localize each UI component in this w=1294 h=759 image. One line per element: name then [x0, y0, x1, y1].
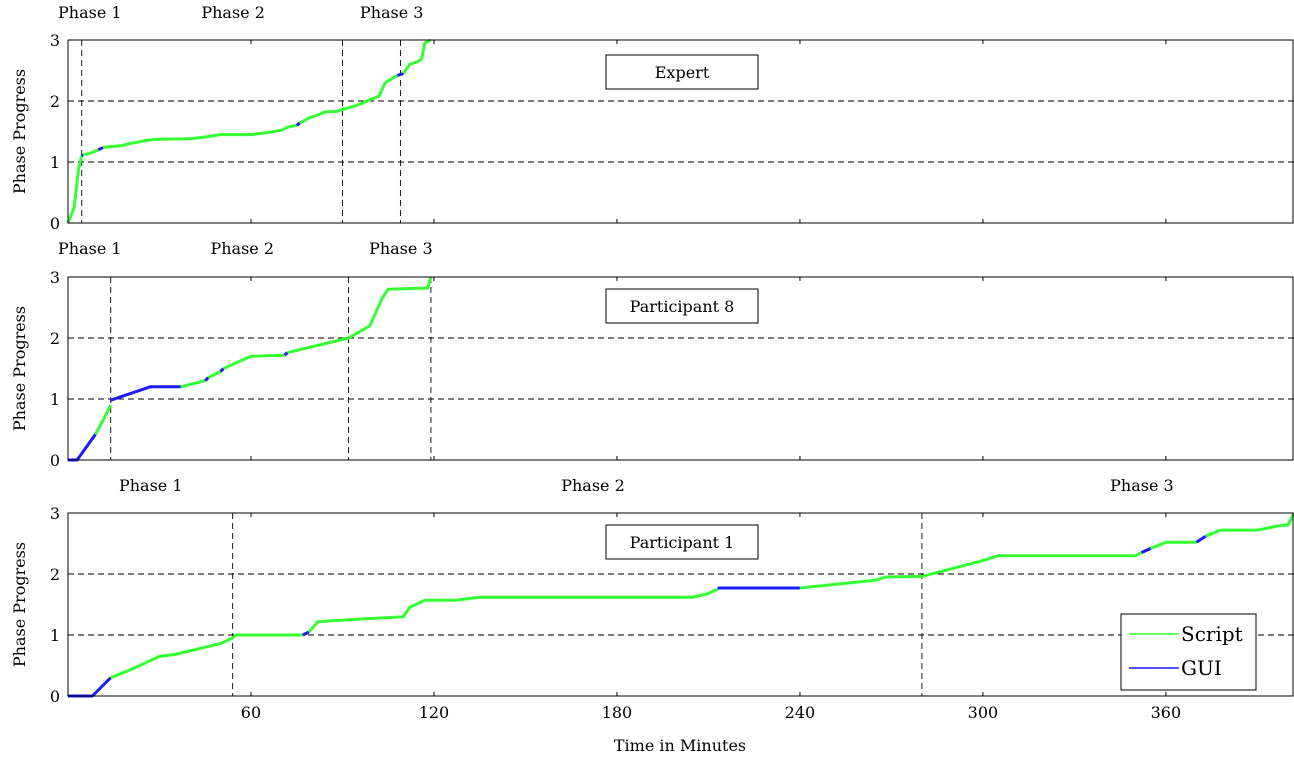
x-tick-label: 360	[1151, 703, 1182, 722]
y-axis-label: Phase Progress	[10, 542, 29, 667]
phase-label: Phase 1	[119, 476, 183, 495]
x-tick-label: 300	[968, 703, 999, 722]
y-axis-label: Phase Progress	[10, 69, 29, 194]
y-tick-label: 0	[50, 687, 60, 706]
panel-title-box	[605, 54, 759, 90]
y-tick-label: 1	[50, 153, 60, 172]
x-tick-label: 180	[602, 703, 633, 722]
x-tick-label: 120	[419, 703, 450, 722]
series-gui-segment	[295, 121, 301, 127]
series-script-segment	[222, 353, 285, 370]
series-script-segment	[1205, 512, 1294, 538]
x-tick-label: 60	[241, 703, 261, 722]
y-axis-label: Phase Progress	[10, 306, 29, 431]
series-gui-segment	[80, 153, 85, 158]
series-gui-segment	[68, 433, 97, 462]
series-script-segment	[94, 404, 113, 436]
series-gui-segment	[1195, 534, 1207, 544]
series-script-segment	[402, 38, 432, 75]
panel-title-box	[605, 524, 759, 560]
phase-label: Phase 2	[210, 239, 274, 258]
y-tick-label: 3	[50, 31, 60, 50]
series-gui-segment	[97, 146, 104, 152]
series-script-segment	[110, 633, 303, 680]
y-tick-label: 0	[50, 214, 60, 233]
panel-title: Expert	[655, 63, 710, 82]
series-script-segment	[102, 123, 297, 149]
x-axis-label: Time in Minutes	[614, 736, 746, 755]
y-tick-label: 2	[50, 329, 60, 348]
legend-label-gui: GUI	[1181, 656, 1222, 680]
phase-label: Phase 1	[58, 3, 122, 22]
series-script-segment	[207, 370, 222, 379]
plot-frame	[67, 39, 1294, 224]
series-script-segment	[82, 148, 100, 157]
panel-title: Participant 8	[630, 297, 735, 316]
phase-label: Phase 2	[201, 3, 265, 22]
series-script-segment	[66, 155, 84, 224]
series-script-segment	[799, 551, 1143, 590]
series-gui-segment	[110, 385, 181, 402]
series-gui-segment	[1140, 547, 1152, 554]
x-tick-label: 240	[785, 703, 816, 722]
plot-frame	[67, 512, 1294, 697]
plot-frame	[67, 276, 1294, 461]
series-gui-segment	[283, 351, 289, 357]
legend: Script GUI	[1120, 613, 1257, 691]
series-script-segment	[299, 74, 399, 125]
legend-box	[1120, 613, 1257, 691]
y-tick-label: 3	[50, 504, 60, 523]
y-tick-label: 2	[50, 92, 60, 111]
series-gui-segment	[396, 72, 404, 77]
series-gui-segment	[302, 630, 310, 637]
phase-label: Phase 3	[1110, 476, 1174, 495]
series-gui-segment	[68, 676, 112, 698]
series-script-segment	[1150, 540, 1197, 550]
legend-label-script: Script	[1181, 622, 1243, 646]
phase-label: Phase 3	[369, 239, 433, 258]
series-gui-segment	[204, 376, 210, 382]
chart-panel-1: 0 1 2 3 Phase Progress Phase 1 Phase 2 Phase 3 E…	[10, 3, 1294, 233]
y-tick-label: 1	[50, 390, 60, 409]
series-script-segment	[180, 379, 206, 389]
phase-label: Phase 2	[561, 476, 625, 495]
series-script-segment	[287, 276, 433, 355]
y-tick-label: 0	[50, 451, 60, 470]
phase-label: Phase 3	[360, 3, 424, 22]
panel-title-box	[605, 288, 759, 324]
panel-title: Participant 1	[630, 533, 735, 552]
y-tick-label: 2	[50, 565, 60, 584]
y-tick-label: 1	[50, 626, 60, 645]
series-script-segment	[307, 587, 719, 633]
phase-label: Phase 1	[58, 239, 122, 258]
series-gui-segment	[219, 367, 225, 373]
chart-panel-2: 0 1 2 3 Phase Progress Phase 1 Phase 2 Phase 3 P…	[10, 239, 1294, 470]
y-tick-label: 3	[50, 268, 60, 287]
